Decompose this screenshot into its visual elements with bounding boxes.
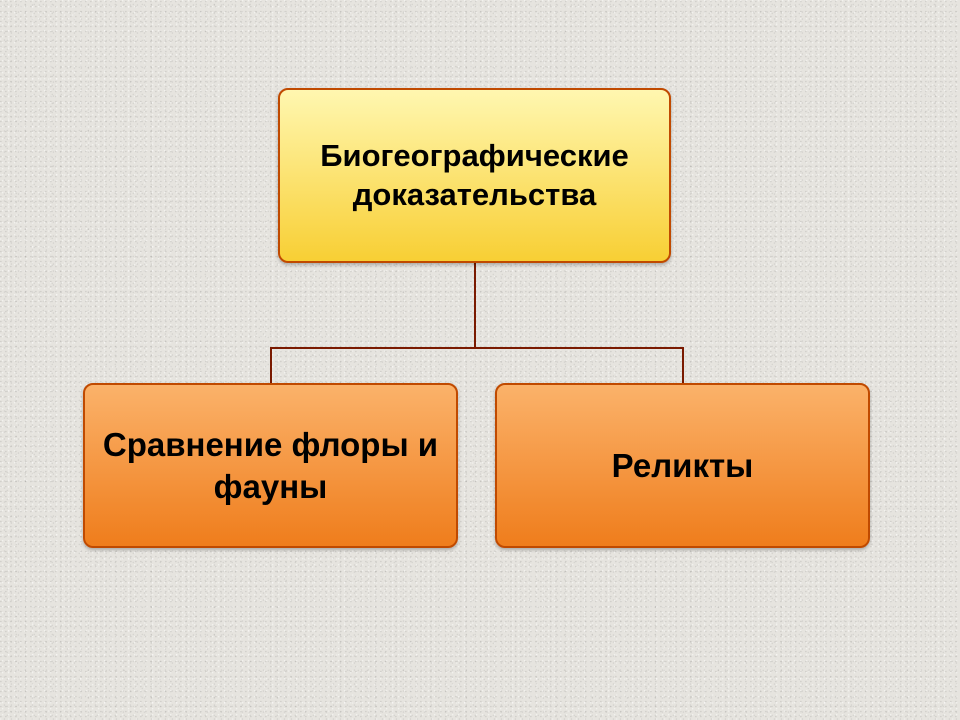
connector [271, 263, 475, 383]
connector [475, 263, 683, 383]
child-node-left: Сравнение флоры и фауны [83, 383, 458, 548]
child-node-right: Реликты [495, 383, 870, 548]
root-node: Биогеографические доказательства [278, 88, 671, 263]
